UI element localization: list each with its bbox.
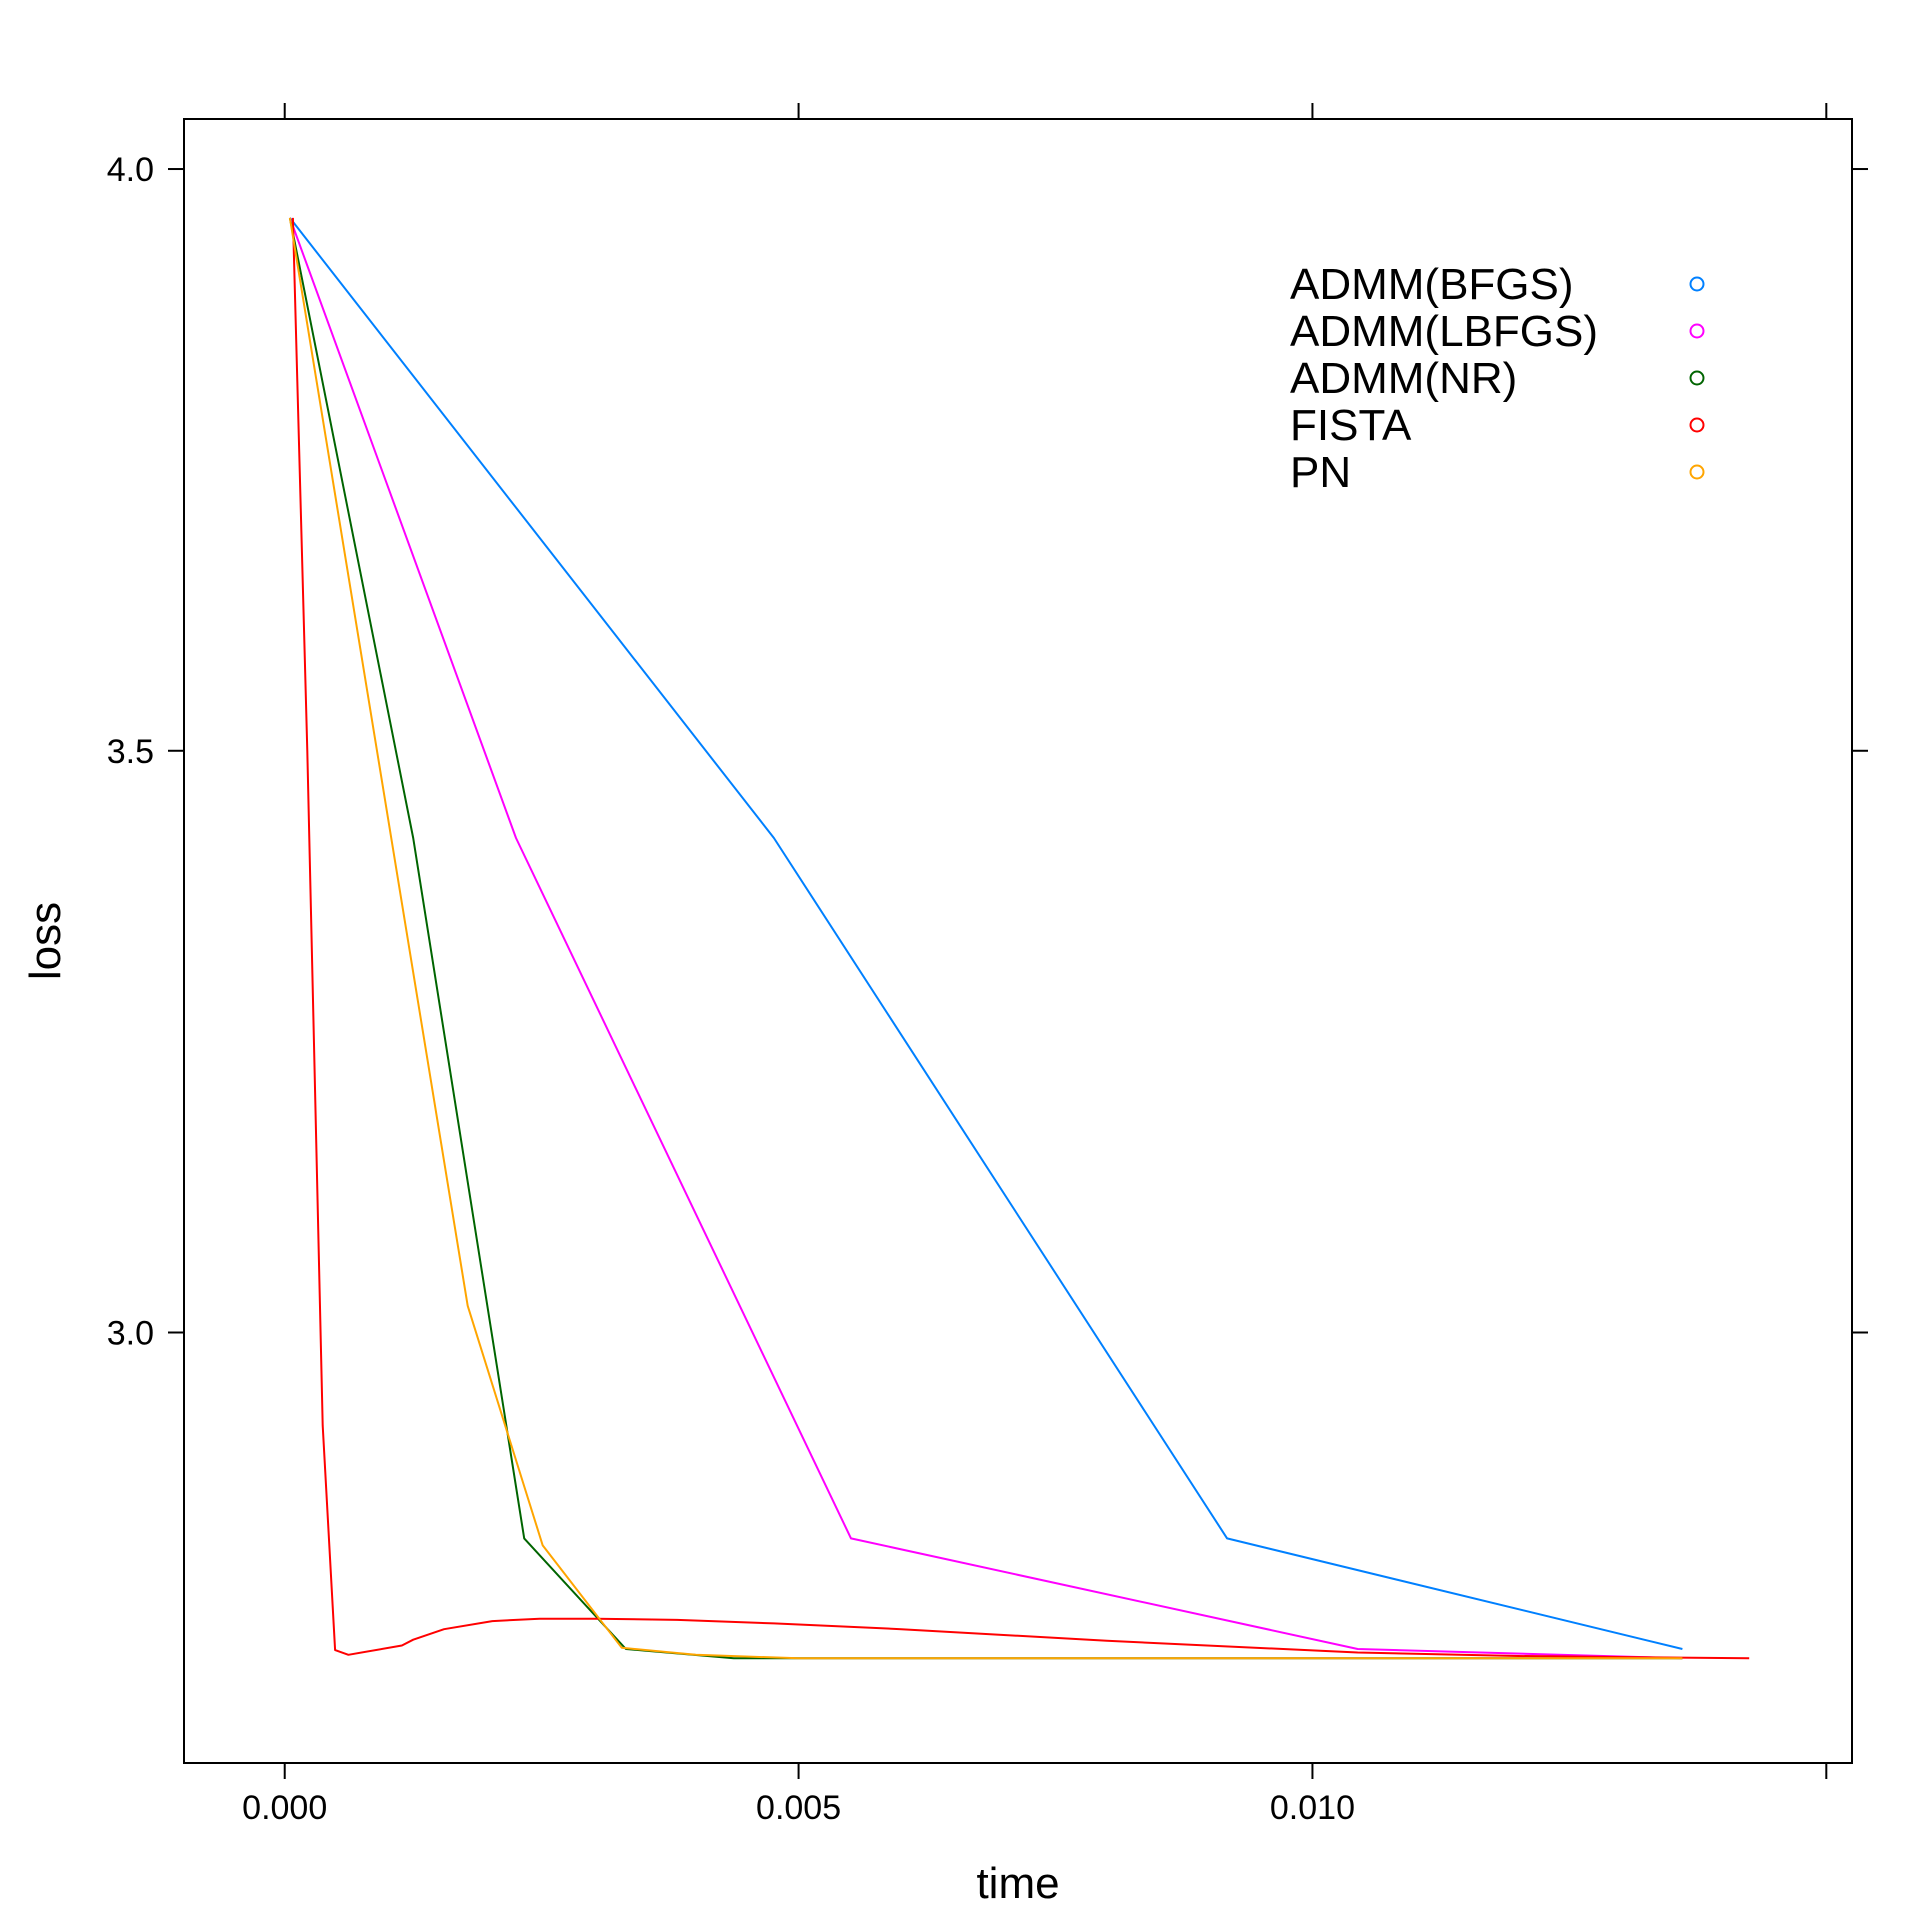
y-tick-label: 4.0 bbox=[107, 151, 154, 189]
x-tick-label: 0.005 bbox=[756, 1789, 841, 1827]
series-line-pn bbox=[288, 217, 1683, 1660]
legend-marker bbox=[1689, 323, 1705, 339]
legend-label: ADMM(NR) bbox=[1290, 354, 1517, 403]
series-line-admm-lbfgs bbox=[288, 217, 1683, 1660]
series-lines bbox=[288, 217, 1750, 1660]
series-line-fista bbox=[291, 217, 1750, 1660]
x-tick-label: 0.000 bbox=[242, 1789, 327, 1827]
legend-marker bbox=[1689, 464, 1705, 480]
legend-marker bbox=[1689, 417, 1705, 433]
y-tick-label: 3.5 bbox=[107, 733, 154, 771]
legend-label: PN bbox=[1290, 448, 1351, 497]
y-axis-label: loss bbox=[21, 902, 70, 980]
legend-label: ADMM(BFGS) bbox=[1290, 260, 1574, 309]
legend-label: ADMM(LBFGS) bbox=[1290, 307, 1598, 356]
x-axis-label: time bbox=[976, 1859, 1059, 1908]
legend-label: FISTA bbox=[1290, 401, 1412, 450]
plot-frame bbox=[183, 118, 1853, 1764]
series-line-admm-nr bbox=[288, 217, 1683, 1660]
legend-marker bbox=[1689, 370, 1705, 386]
series-line-admm-bfgs bbox=[289, 217, 1683, 1650]
y-tick-label: 3.0 bbox=[107, 1315, 154, 1353]
axis-ticks: 0.000 0.005 0.010 3.0 3.5 4.0 bbox=[107, 103, 1868, 1827]
x-tick-label: 0.010 bbox=[1270, 1789, 1355, 1827]
legend-marker bbox=[1689, 276, 1705, 292]
